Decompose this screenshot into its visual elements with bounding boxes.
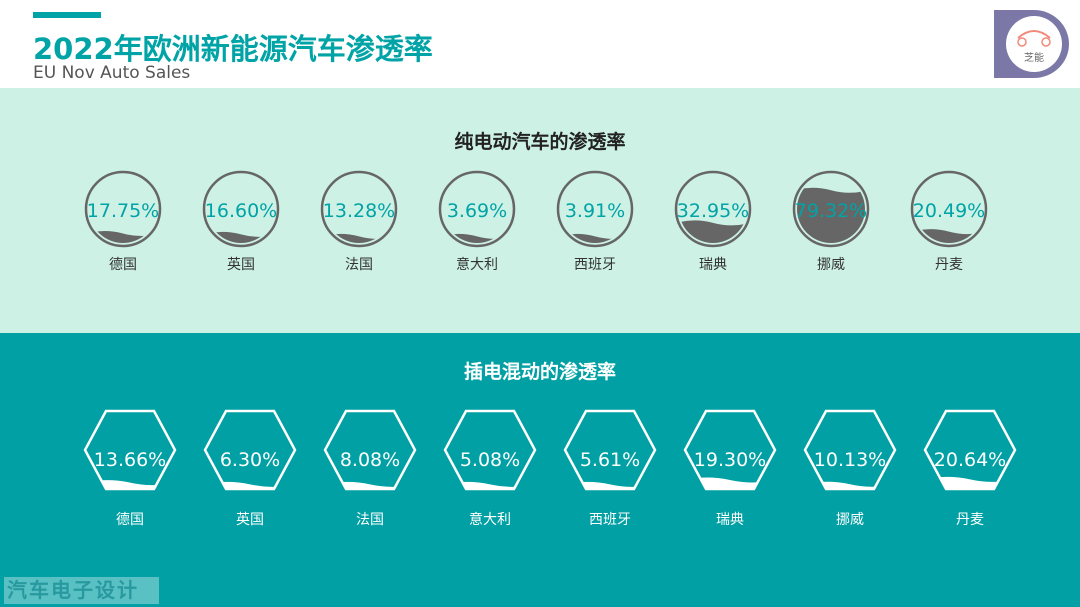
- phev-gauge-hexagon: [923, 409, 1017, 491]
- phev-fill-level: [445, 481, 535, 489]
- phev-value-label: 8.08%: [340, 449, 400, 471]
- bev-fill-level: [797, 187, 865, 243]
- title-accent-bar: [33, 12, 101, 18]
- bev-value-label: 79.32%: [795, 200, 867, 222]
- phev-fill-level: [205, 481, 295, 489]
- bev-country-label: 德国: [109, 257, 137, 273]
- phev-country-label: 英国: [236, 511, 264, 528]
- bev-gauge: 79.32% 挪威: [792, 170, 870, 273]
- bev-gauge-ring: [202, 170, 280, 248]
- phev-gauge-hexagon: [683, 409, 777, 491]
- phev-gauge: 13.66% 德国: [83, 409, 177, 528]
- phev-country-label: 意大利: [469, 511, 511, 528]
- phev-fill-level: [685, 477, 775, 489]
- phev-country-label: 挪威: [836, 512, 864, 528]
- bev-gauge-ring: [674, 170, 752, 248]
- bev-gauge: 32.95% 瑞典: [674, 170, 752, 273]
- phev-fill-level: [805, 481, 895, 489]
- bev-value-label: 16.60%: [205, 200, 277, 222]
- phev-gauge: 19.30% 瑞典: [683, 409, 777, 528]
- bev-country-label: 英国: [227, 256, 255, 273]
- bev-section: 纯电动汽车的渗透率: [0, 88, 1080, 333]
- phev-country-label: 西班牙: [589, 512, 631, 528]
- phev-country-label: 丹麦: [956, 512, 984, 528]
- phev-fill-level: [925, 476, 1015, 489]
- phev-country-label: 法国: [356, 512, 384, 528]
- watermark: 汽车电子设计: [4, 577, 159, 604]
- bev-value-label: 20.49%: [913, 200, 985, 222]
- bev-country-label: 西班牙: [574, 257, 616, 273]
- bev-gauge-ring: [910, 170, 988, 248]
- bev-fill-level: [679, 220, 747, 243]
- phev-fill-level: [565, 481, 655, 489]
- phev-gauge: 10.13% 挪威: [803, 409, 897, 528]
- phev-gauge: 8.08% 法国: [323, 409, 417, 528]
- bev-fill-level: [915, 229, 983, 243]
- phev-gauge: 20.64% 丹麦: [923, 409, 1017, 528]
- bev-country-label: 瑞典: [699, 257, 727, 273]
- bev-gauge: 16.60% 英国: [202, 170, 280, 273]
- phev-country-label: 德国: [116, 512, 144, 528]
- bev-section-title: 纯电动汽车的渗透率: [454, 131, 626, 153]
- bev-value-label: 17.75%: [87, 200, 159, 222]
- bev-gauge-ring: [84, 170, 162, 248]
- bev-gauge-ring: [556, 170, 634, 248]
- phev-gauge-hexagon: [83, 409, 177, 491]
- logo: 芝能: [994, 10, 1069, 78]
- phev-value-label: 10.13%: [814, 449, 886, 471]
- phev-gauge-hexagon: [443, 409, 537, 491]
- bev-gauge: 13.28% 法国: [320, 170, 398, 273]
- phev-value-label: 19.30%: [694, 449, 766, 471]
- phev-gauge: 5.08% 意大利: [443, 409, 537, 528]
- bev-gauge: 20.49% 丹麦: [910, 170, 988, 273]
- bev-country-label: 丹麦: [935, 257, 963, 273]
- phev-value-label: 5.61%: [580, 449, 640, 471]
- phev-fill-level: [85, 480, 175, 489]
- svg-text:芝能: 芝能: [1024, 51, 1044, 64]
- bev-gauge-ring: [438, 170, 516, 248]
- phev-value-label: 20.64%: [934, 449, 1006, 471]
- bev-country-label: 挪威: [817, 257, 845, 273]
- phev-gauge: 5.61% 西班牙: [563, 409, 657, 528]
- page-subtitle: EU Nov Auto Sales: [33, 63, 191, 83]
- bev-gauge: 17.75% 德国: [84, 170, 162, 273]
- phev-section: 插电混动的渗透率: [0, 333, 1080, 607]
- bev-fill-level: [89, 231, 157, 243]
- phev-gauge-hexagon: [203, 409, 297, 491]
- phev-gauge-hexagon: [803, 409, 897, 491]
- bev-country-label: 法国: [345, 257, 373, 273]
- phev-country-label: 瑞典: [716, 512, 744, 528]
- page-title: 2022年欧洲新能源汽车渗透率: [33, 32, 433, 66]
- bev-gauge: 3.91% 西班牙: [556, 170, 634, 273]
- phev-value-label: 5.08%: [460, 449, 520, 471]
- phev-gauge-hexagon: [323, 409, 417, 491]
- bev-value-label: 3.69%: [447, 200, 507, 222]
- bev-gauge: 3.69% 意大利: [438, 170, 516, 273]
- bev-gauge-ring: [320, 170, 398, 248]
- bev-country-label: 意大利: [456, 256, 498, 273]
- bev-value-label: 32.95%: [677, 200, 749, 222]
- bev-value-label: 13.28%: [323, 200, 395, 222]
- phev-value-label: 6.30%: [220, 449, 280, 471]
- bev-value-label: 3.91%: [565, 200, 625, 222]
- phev-gauge: 6.30% 英国: [203, 409, 297, 528]
- phev-fill-level: [325, 481, 415, 489]
- phev-section-title: 插电混动的渗透率: [463, 361, 616, 383]
- phev-value-label: 13.66%: [94, 449, 166, 471]
- bev-gauge-ring: [792, 170, 870, 248]
- phev-gauge-hexagon: [563, 409, 657, 491]
